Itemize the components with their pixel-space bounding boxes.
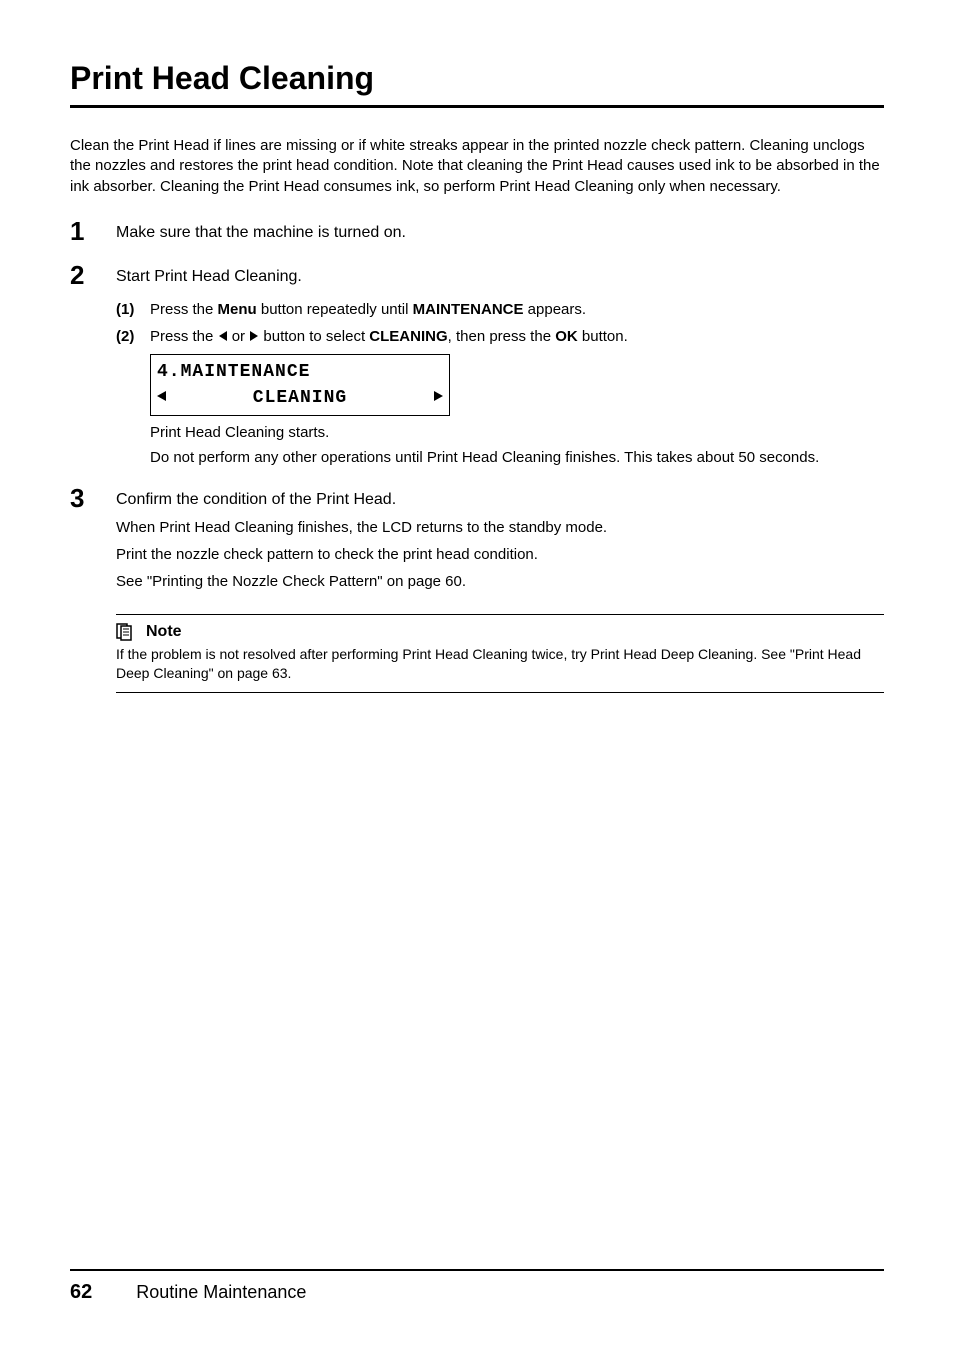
substep-2-2-body: Press the or button to select CLEANING, … — [150, 326, 884, 348]
substep-2-1-b1: Menu — [218, 301, 257, 318]
substep-2-1-post: appears. — [524, 301, 587, 318]
substep-2-2-mid3: , then press the — [448, 328, 556, 345]
after-lcd-2: Do not perform any other operations unti… — [150, 447, 884, 468]
step-2: 2 Start Print Head Cleaning. (1) Press t… — [70, 261, 884, 468]
note-icon — [116, 623, 138, 641]
note-header: Note — [116, 623, 884, 641]
lcd-left-arrow-icon — [157, 388, 167, 408]
substep-2-1: (1) Press the Menu button repeatedly unt… — [116, 299, 884, 321]
page-title: Print Head Cleaning — [70, 60, 884, 97]
note-label: Note — [146, 623, 182, 641]
step-3-number: 3 — [70, 484, 116, 598]
substep-2-1-pre: Press the — [150, 301, 218, 318]
substep-2-2-b1: CLEANING — [369, 328, 447, 345]
footer-section: Routine Maintenance — [136, 1282, 306, 1303]
step-3-p3: See "Printing the Nozzle Check Pattern" … — [116, 571, 884, 592]
lcd-right-arrow-icon — [433, 388, 443, 408]
right-arrow-icon — [249, 327, 259, 348]
substep-2-2-mid1: or — [228, 328, 250, 345]
substep-2-2: (2) Press the or button to select CLEANI… — [116, 326, 884, 348]
lcd-row-2: CLEANING — [157, 385, 443, 411]
step-3-text: Confirm the condition of the Print Head. — [116, 491, 396, 508]
substep-2-2-b2: OK — [555, 328, 578, 345]
note-block: Note If the problem is not resolved afte… — [116, 614, 884, 692]
step-1: 1 Make sure that the machine is turned o… — [70, 217, 884, 246]
step-1-body: Make sure that the machine is turned on. — [116, 217, 884, 246]
note-text: If the problem is not resolved after per… — [116, 645, 884, 681]
intro-paragraph: Clean the Print Head if lines are missin… — [70, 136, 884, 197]
title-rule — [70, 105, 884, 108]
lcd-row-2-text: CLEANING — [253, 385, 347, 411]
step-3-p1: When Print Head Cleaning finishes, the L… — [116, 517, 884, 538]
substep-2-2-pre: Press the — [150, 328, 218, 345]
step-3-p2: Print the nozzle check pattern to check … — [116, 544, 884, 565]
lcd-row-1: 4.MAINTENANCE — [157, 359, 443, 385]
substep-2-2-label: (2) — [116, 326, 150, 348]
after-lcd-1: Print Head Cleaning starts. — [150, 422, 884, 443]
step-2-body: Start Print Head Cleaning. (1) Press the… — [116, 261, 884, 468]
step-3-body: Confirm the condition of the Print Head.… — [116, 484, 884, 598]
step-1-number: 1 — [70, 217, 116, 246]
substep-2-2-post: button. — [578, 328, 628, 345]
substep-2-2-mid2: button to select — [259, 328, 369, 345]
step-2-number: 2 — [70, 261, 116, 468]
footer-rule — [70, 1269, 884, 1271]
page-footer: 62 Routine Maintenance — [70, 1269, 884, 1304]
substep-2-1-mid: button repeatedly until — [257, 301, 413, 318]
page-number: 62 — [70, 1281, 92, 1304]
substep-2-1-body: Press the Menu button repeatedly until M… — [150, 299, 884, 321]
lcd-display: 4.MAINTENANCE CLEANING — [150, 354, 450, 416]
substep-2-1-label: (1) — [116, 299, 150, 321]
step-3: 3 Confirm the condition of the Print Hea… — [70, 484, 884, 598]
left-arrow-icon — [218, 327, 228, 348]
step-2-text: Start Print Head Cleaning. — [116, 268, 302, 285]
substep-2-1-b2: MAINTENANCE — [413, 301, 524, 318]
